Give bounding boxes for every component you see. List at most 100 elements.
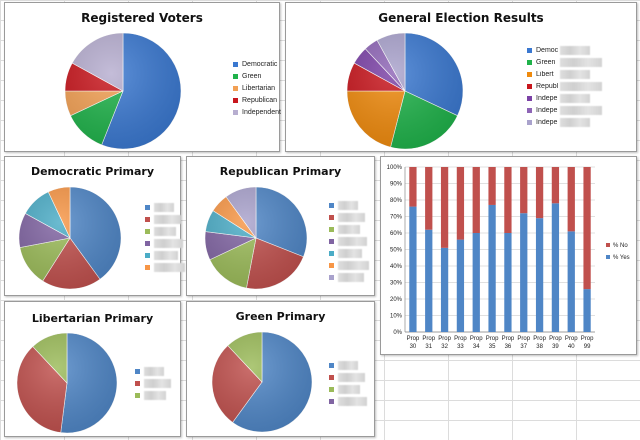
bar-segment: [488, 204, 496, 332]
x-tick-label: Prop: [454, 336, 467, 342]
x-tick-label: Prop: [438, 336, 451, 342]
legend-label: Democ: [536, 46, 559, 54]
legend-swatch: [145, 264, 150, 270]
redacted-text: [560, 45, 590, 55]
x-tick-label: 33: [457, 344, 464, 350]
legend-item: [329, 211, 369, 223]
pie-shading: [212, 332, 312, 432]
pie-registered: [64, 32, 182, 150]
legend-item: Independent: [233, 106, 281, 118]
legend-swatch: [329, 226, 334, 232]
green-primary-chart[interactable]: Green Primary: [186, 301, 375, 437]
redacted-text: [154, 202, 174, 212]
democratic-primary-chart[interactable]: Democratic Primary: [4, 156, 185, 296]
legend-swatch: [233, 97, 238, 103]
legend-label: % No: [613, 243, 628, 249]
redacted-text: [154, 214, 181, 224]
legend-item: [329, 223, 369, 235]
legend-item: [329, 359, 367, 371]
legend-swatch: [606, 243, 610, 247]
x-tick-label: 34: [473, 344, 480, 350]
redacted-text: [154, 262, 185, 272]
chart-title: Libertarian Primary: [31, 312, 154, 325]
y-tick-label: 20%: [390, 297, 403, 303]
legend-label: Republ: [536, 82, 559, 90]
bar-segment: [567, 167, 575, 232]
legend-swatch: [233, 73, 238, 79]
redacted-text: [560, 105, 602, 115]
x-tick-label: Prop: [517, 336, 530, 342]
legend-swatch: [233, 109, 238, 115]
legend-swatch: [329, 398, 334, 404]
legend-swatch: [145, 252, 150, 258]
pie-shading: [65, 33, 181, 149]
y-tick-label: 40%: [390, 264, 403, 270]
legend-swatch: [527, 95, 532, 101]
legend-item: Libert: [527, 68, 602, 80]
legend-item: Democratic: [233, 58, 281, 70]
legend-item: Green: [233, 70, 281, 82]
redacted-text: [560, 57, 602, 67]
propositions-bar-chart[interactable]: 0% 10% 20% 30% 40% 50% 60% 70% 80% 90% 100% Prop 30 P…: [380, 156, 637, 355]
legend-swatch: [527, 59, 532, 65]
legend-swatch: [145, 216, 150, 222]
legend-swatch: [527, 119, 532, 125]
x-tick-label: Prop: [470, 336, 483, 342]
redacted-text: [144, 366, 164, 376]
x-tick-label: 30: [410, 344, 417, 350]
legend-swatch: [329, 202, 334, 208]
legend-label: Indepe: [536, 118, 558, 126]
x-tick-label: Prop: [549, 336, 562, 342]
y-tick-label: 80%: [390, 198, 403, 204]
redacted-text: [338, 384, 360, 394]
legend-swatch: [145, 228, 150, 234]
legend-swatch: [329, 250, 334, 256]
redacted-text: [338, 248, 362, 258]
registered-voters-chart[interactable]: Registered Voters Democratic Green Liberta…: [4, 2, 281, 152]
bar-segment: [409, 167, 417, 207]
bar-segment: [551, 203, 560, 332]
legend-swatch: [135, 392, 140, 398]
bar-segment: [504, 167, 512, 233]
x-tick-label: Prop: [422, 336, 435, 342]
y-tick-label: 10%: [390, 314, 403, 320]
redacted-text: [144, 390, 166, 400]
redacted-text: [338, 372, 365, 382]
republican-primary-chart[interactable]: Republican Primary: [186, 156, 375, 296]
legend-item: [145, 237, 185, 249]
pie-shading: [19, 187, 121, 289]
y-tick-label: 30%: [390, 281, 403, 287]
bar-segment: [583, 167, 591, 290]
y-tick-label: 50%: [390, 248, 403, 254]
redacted-text: [560, 69, 590, 79]
legend-item: [329, 247, 369, 259]
legend-swatch: [233, 85, 238, 91]
chart-title: Green Primary: [235, 310, 326, 323]
x-tick-label: 38: [536, 344, 543, 350]
legend-swatch: [329, 374, 334, 380]
legend-swatch: [329, 274, 334, 280]
legend-item: Indepe: [527, 116, 602, 128]
libertarian-primary-chart[interactable]: Libertarian Primary: [4, 301, 181, 437]
bar-segment: [535, 167, 544, 219]
y-tick-label: 70%: [390, 215, 403, 221]
legend-label: % Yes: [613, 255, 630, 261]
bar-segment: [567, 231, 575, 332]
legend-libertarian: [135, 365, 171, 401]
pie-democratic: [18, 186, 122, 290]
chart-title: General Election Results: [378, 11, 544, 25]
general-election-chart[interactable]: General Election Results Democ Green Liber…: [285, 2, 637, 152]
legend-swatch: [145, 240, 150, 246]
x-tick-label: Prop: [533, 336, 546, 342]
legend-democratic: [145, 201, 185, 273]
pie-republican: [204, 186, 308, 290]
bar-segment: [472, 233, 480, 332]
legend-swatch: [527, 83, 532, 89]
legend-swatch: [135, 368, 140, 374]
bar-segment: [535, 218, 544, 332]
x-tick-label: Prop: [565, 336, 578, 342]
x-tick-label: Prop: [486, 336, 499, 342]
redacted-text: [338, 224, 360, 234]
legend-item: [145, 249, 185, 261]
legend-item: [145, 213, 185, 225]
